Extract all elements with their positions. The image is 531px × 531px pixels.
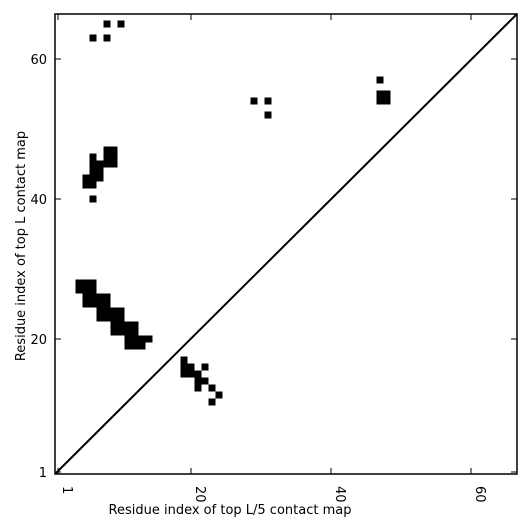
contact-cell — [110, 307, 118, 315]
x-tick-label: 60 — [472, 486, 487, 503]
contact-cell — [383, 97, 391, 105]
contact-cell — [110, 160, 118, 168]
contact-cell — [117, 307, 125, 315]
contact-cell — [110, 314, 118, 322]
contact-cell — [376, 90, 384, 98]
contact-cell — [103, 293, 111, 301]
contact-cell — [103, 153, 111, 161]
contact-cell — [180, 363, 188, 371]
contact-cell — [103, 20, 111, 28]
contact-cell — [194, 370, 202, 378]
contact-cell — [131, 321, 139, 329]
plot-frame — [54, 13, 518, 475]
contact-cell — [124, 328, 132, 336]
y-tick-label: 60 — [30, 53, 47, 68]
contact-cell — [89, 293, 97, 301]
contact-cell — [117, 328, 125, 336]
contact-cell — [75, 286, 83, 294]
contact-cell — [82, 286, 90, 294]
contact-cell — [89, 174, 97, 182]
contact-cell — [89, 181, 97, 189]
contact-cell — [110, 328, 118, 336]
contact-cell — [96, 167, 104, 175]
contact-cell — [89, 286, 97, 294]
contact-cell — [201, 377, 209, 385]
x-tick-label: 40 — [332, 486, 347, 503]
diagonal-line — [55, 13, 518, 474]
contact-cell — [103, 300, 111, 308]
contact-cell — [110, 321, 118, 329]
contact-cell — [103, 146, 111, 154]
contact-cell — [89, 300, 97, 308]
contact-cell — [89, 34, 97, 42]
contact-cell — [117, 314, 125, 322]
contact-cell — [180, 356, 188, 364]
y-axis-label: Residue index of top L contact map — [14, 131, 29, 361]
contact-cell — [96, 293, 104, 301]
contact-cell — [124, 335, 132, 343]
contact-cell — [82, 293, 90, 301]
x-tick-label: 1 — [59, 486, 74, 494]
contact-cell — [264, 111, 272, 119]
contact-cell — [383, 90, 391, 98]
contact-cell — [110, 153, 118, 161]
contact-cell — [103, 314, 111, 322]
contact-cell — [187, 370, 195, 378]
contact-cell — [180, 370, 188, 378]
contact-cell — [103, 34, 111, 42]
contact-cell — [250, 97, 258, 105]
contact-cell — [208, 384, 216, 392]
contact-cell — [96, 300, 104, 308]
contact-cell — [89, 167, 97, 175]
contact-cell — [194, 377, 202, 385]
contact-cell — [117, 321, 125, 329]
contact-cell — [376, 97, 384, 105]
contact-cell — [110, 146, 118, 154]
x-axis-label: Residue index of top L/5 contact map — [109, 503, 352, 518]
contact-cell — [194, 384, 202, 392]
contact-cell — [124, 321, 132, 329]
contact-cell — [124, 342, 132, 350]
contact-cell — [208, 398, 216, 406]
contact-cell — [89, 279, 97, 287]
contact-cell — [82, 181, 90, 189]
contact-cell — [89, 160, 97, 168]
contact-cell — [131, 342, 139, 350]
contact-cell — [96, 314, 104, 322]
contact-cell — [264, 97, 272, 105]
y-tick-label: 40 — [30, 193, 47, 208]
contact-cell — [82, 174, 90, 182]
x-tick-label: 20 — [192, 486, 207, 503]
contact-cell — [103, 160, 111, 168]
contact-cell — [103, 307, 111, 315]
contact-cell — [96, 307, 104, 315]
axis-ticks: 1 20 40 60 1 20 40 60 — [30, 14, 517, 503]
contact-cell — [96, 174, 104, 182]
contact-cells — [75, 20, 391, 406]
contact-cell — [82, 300, 90, 308]
contact-cell — [138, 335, 146, 343]
contact-cell — [96, 160, 104, 168]
contact-cell — [89, 195, 97, 203]
contact-cell — [131, 328, 139, 336]
contact-cell — [215, 391, 223, 399]
contact-cell — [75, 279, 83, 287]
contact-cell — [82, 279, 90, 287]
contact-cell — [117, 20, 125, 28]
contact-cell — [145, 335, 153, 343]
y-tick-label: 20 — [30, 333, 47, 348]
y-tick-label: 1 — [39, 466, 47, 481]
contact-cell — [376, 76, 384, 84]
contact-cell — [187, 363, 195, 371]
contact-cell — [131, 335, 139, 343]
contact-cell — [201, 363, 209, 371]
contact-cell — [138, 342, 146, 350]
contact-cell — [89, 153, 97, 161]
